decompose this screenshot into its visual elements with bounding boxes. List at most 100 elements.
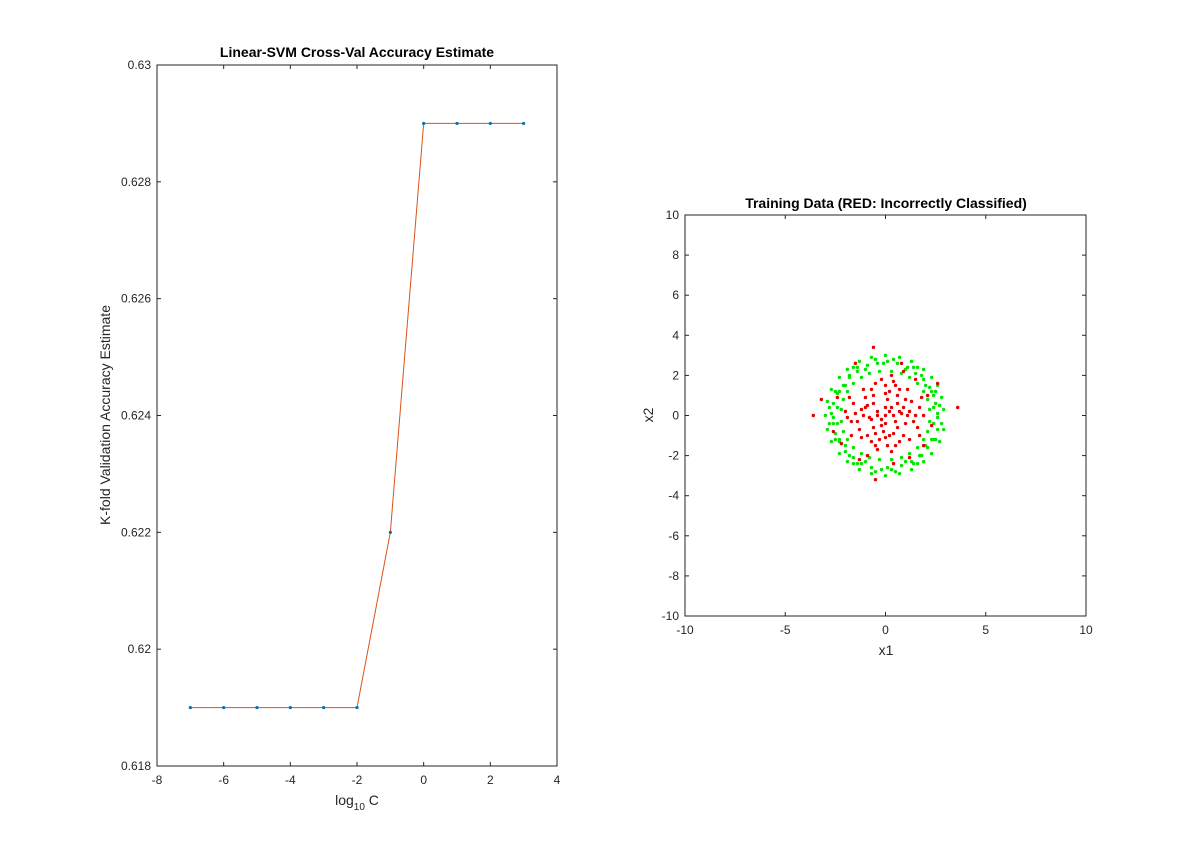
misclassified-point <box>857 457 862 462</box>
misclassified-point <box>887 389 892 394</box>
accuracy-data-point <box>355 705 359 710</box>
misclassified-point <box>859 407 864 412</box>
correct-point <box>855 461 860 466</box>
misclassified-point <box>873 431 878 436</box>
correct-point <box>897 355 902 360</box>
correct-point <box>867 371 872 376</box>
correct-point <box>941 427 946 432</box>
correct-point <box>919 373 924 378</box>
misclassified-point <box>907 455 912 460</box>
correct-point <box>915 445 920 450</box>
accuracy-line-chart: Linear-SVM Cross-Val Accuracy Estimate -… <box>97 44 561 813</box>
scatter-y-tick-label: 0 <box>672 409 679 423</box>
accuracy-y-tick-label: 0.624 <box>121 409 151 423</box>
correct-point <box>929 375 934 380</box>
misclassified-point <box>835 395 840 400</box>
misclassified-point <box>871 345 876 350</box>
misclassified-point <box>897 387 902 392</box>
accuracy-x-tick-label: -6 <box>218 773 229 787</box>
misclassified-point <box>811 413 816 418</box>
correct-point <box>873 469 878 474</box>
correct-point <box>935 427 940 432</box>
scatter-y-axis-label: x2 <box>640 407 656 422</box>
misclassified-point <box>881 429 886 434</box>
correct-point <box>839 407 844 412</box>
scatter-y-tick-label: -4 <box>668 489 679 503</box>
correct-point <box>929 437 934 442</box>
scatter-y-tick-label: 8 <box>672 248 679 262</box>
misclassified-point <box>913 377 918 382</box>
correct-point <box>937 439 942 444</box>
correct-point <box>829 387 834 392</box>
misclassified-point <box>831 429 836 434</box>
misclassified-point <box>887 409 892 414</box>
correct-point <box>837 451 842 456</box>
misclassified-point <box>871 401 876 406</box>
misclassified-point <box>891 431 896 436</box>
correct-point <box>927 407 932 412</box>
correct-point <box>915 381 920 386</box>
accuracy-data-point <box>488 121 492 126</box>
correct-point <box>835 421 840 426</box>
misclassified-point <box>899 361 904 366</box>
scatter-y-tick-label: 6 <box>672 288 679 302</box>
misclassified-point <box>893 443 898 448</box>
correct-point <box>909 467 914 472</box>
misclassified-point <box>893 383 898 388</box>
accuracy-ticks: -8 -6 -4 -2 0 2 4 0.618 0.62 0.622 0.624 0.626 0.628… <box>121 58 561 787</box>
correct-point <box>829 439 834 444</box>
correct-point <box>907 451 912 456</box>
accuracy-x-axis-label: log10 C <box>335 792 379 813</box>
accuracy-x-tick-label: 0 <box>420 773 427 787</box>
correct-point <box>845 389 850 394</box>
correct-point <box>931 405 936 410</box>
accuracy-y-tick-label: 0.63 <box>128 58 152 72</box>
accuracy-y-tick-label: 0.618 <box>121 759 151 773</box>
correct-point <box>825 399 830 404</box>
accuracy-data-point <box>255 705 259 710</box>
misclassified-point <box>907 409 912 414</box>
misclassified-point <box>873 381 878 386</box>
misclassified-point <box>839 441 844 446</box>
misclassified-point <box>883 383 888 388</box>
misclassified-point <box>921 443 926 448</box>
correct-point <box>859 461 864 466</box>
scatter-x-tick-label: 0 <box>882 623 889 637</box>
x-axis-label-base: log <box>335 792 354 808</box>
scatter-y-tick-label: -6 <box>668 529 679 543</box>
correct-point <box>899 455 904 460</box>
misclassified-point <box>861 387 866 392</box>
scatter-x-tick-label: 5 <box>982 623 989 637</box>
misclassified-point <box>891 413 896 418</box>
correct-point <box>921 437 926 442</box>
correct-point <box>889 457 894 462</box>
misclassified-point <box>879 377 884 382</box>
correct-point <box>877 369 882 374</box>
misclassified-point <box>861 413 866 418</box>
accuracy-x-tick-label: -4 <box>285 773 296 787</box>
scatter-y-tick-label: -2 <box>668 449 679 463</box>
accuracy-data-point <box>422 121 426 126</box>
correct-point <box>895 361 900 366</box>
accuracy-data-point <box>222 705 226 710</box>
correct-point <box>897 471 902 476</box>
correct-point <box>859 375 864 380</box>
correct-point <box>869 355 874 360</box>
misclassified-point <box>925 393 930 398</box>
misclassified-point <box>853 411 858 416</box>
misclassified-point <box>857 427 862 432</box>
scatter-y-tick-label: 2 <box>672 368 679 382</box>
misclassified-point <box>863 395 868 400</box>
misclassified-point <box>855 419 860 424</box>
misclassified-point <box>887 433 892 438</box>
correct-point <box>831 415 836 420</box>
correct-point <box>937 403 942 408</box>
scatter-y-tick-label: -10 <box>662 609 680 623</box>
correct-point <box>921 459 926 464</box>
accuracy-y-tick-label: 0.62 <box>128 642 152 656</box>
misclassified-point <box>875 409 880 414</box>
misclassified-point <box>819 397 824 402</box>
misclassified-point <box>935 381 940 386</box>
correct-point <box>921 389 926 394</box>
